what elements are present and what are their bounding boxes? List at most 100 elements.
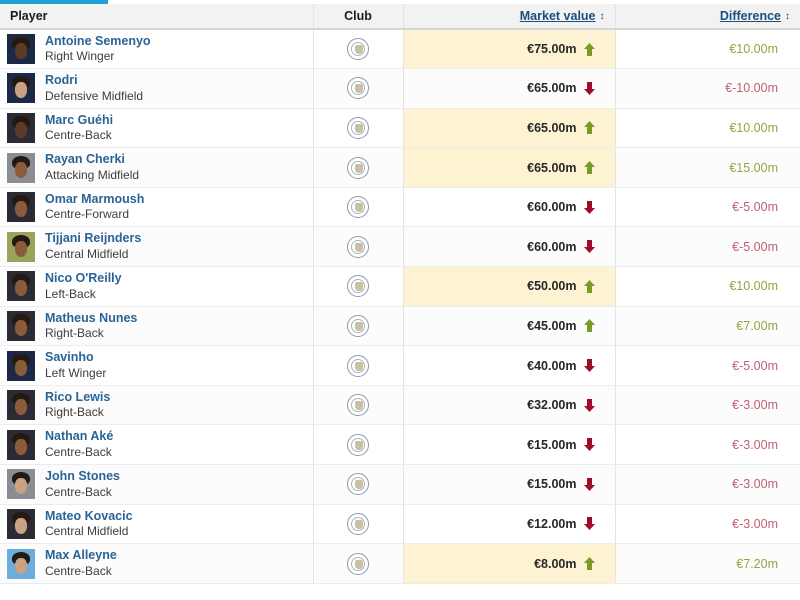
player-photo[interactable] bbox=[6, 270, 36, 303]
player-name-link[interactable]: Matheus Nunes bbox=[45, 310, 138, 325]
trend-down-arrow-icon bbox=[583, 200, 595, 214]
club-cell bbox=[313, 464, 404, 505]
player-name-link[interactable]: John Stones bbox=[45, 469, 121, 484]
player-name-link[interactable]: Mateo Kovacic bbox=[45, 508, 133, 523]
player-photo[interactable] bbox=[6, 428, 36, 461]
player-photo[interactable] bbox=[6, 309, 36, 342]
player-photo[interactable] bbox=[6, 72, 36, 105]
player-cell: Max Alleyne Centre-Back bbox=[0, 543, 314, 584]
manchester-city-crest-icon[interactable] bbox=[347, 275, 369, 298]
market-value-amount: €40.00m bbox=[527, 358, 577, 373]
player-photo[interactable] bbox=[6, 111, 36, 144]
manchester-city-crest-icon[interactable] bbox=[347, 314, 369, 337]
player-name-link[interactable]: Omar Marmoush bbox=[45, 191, 145, 206]
player-photo[interactable] bbox=[6, 230, 36, 263]
trend-down-arrow-icon bbox=[583, 359, 595, 373]
market-value-amount: €32.00m bbox=[527, 398, 577, 413]
market-value-cell: €65.00m bbox=[403, 68, 616, 109]
player-name-link[interactable]: Rico Lewis bbox=[45, 389, 111, 404]
trend-down-arrow-icon bbox=[583, 398, 595, 412]
player-photo[interactable] bbox=[6, 33, 36, 66]
sort-arrows-icon[interactable]: ↕ bbox=[785, 11, 790, 22]
table-row[interactable]: Rico Lewis Right-Back €32.00m €-3.00m bbox=[0, 385, 800, 426]
manchester-city-crest-icon[interactable] bbox=[347, 394, 369, 417]
table-row[interactable]: Antoine Semenyo Right Winger €75.00m €10.00… bbox=[0, 29, 800, 70]
table-row[interactable]: Max Alleyne Centre-Back €8.00m €7.20m bbox=[0, 543, 800, 584]
market-value-cell: €15.00m bbox=[403, 464, 616, 505]
club-cell bbox=[313, 504, 404, 545]
player-name-link[interactable]: Antoine Semenyo bbox=[45, 33, 151, 48]
table-row[interactable]: Rayan Cherki Attacking Midfield €65.00m €15… bbox=[0, 147, 800, 188]
table-row[interactable]: Rodri Defensive Midfield €65.00m €-10.00m bbox=[0, 68, 800, 109]
player-name-link[interactable]: Nathan Aké bbox=[45, 429, 114, 444]
table-row[interactable]: Mateo Kovacic Central Midfield €12.00m €-3.… bbox=[0, 504, 800, 545]
manchester-city-crest-icon[interactable] bbox=[347, 156, 369, 179]
player-name-link[interactable]: Rodri bbox=[45, 73, 78, 88]
manchester-city-crest-icon[interactable] bbox=[347, 196, 369, 219]
player-position-label: Central Midfield bbox=[45, 524, 129, 539]
manchester-city-crest-icon[interactable] bbox=[347, 433, 369, 456]
player-name-link[interactable]: Tijjani Reijnders bbox=[45, 231, 142, 246]
difference-amount: €-5.00m bbox=[732, 239, 778, 254]
player-photo[interactable] bbox=[6, 389, 36, 422]
difference-amount: €-3.00m bbox=[732, 477, 778, 492]
table-row[interactable]: Omar Marmoush Centre-Forward €60.00m €-5.00… bbox=[0, 187, 800, 228]
player-name-link[interactable]: Marc Guéhi bbox=[45, 112, 114, 127]
difference-amount: €-10.00m bbox=[725, 81, 778, 96]
manchester-city-crest-icon[interactable] bbox=[347, 38, 369, 61]
sort-arrows-icon[interactable]: ↕ bbox=[599, 11, 605, 22]
manchester-city-crest-icon[interactable] bbox=[347, 235, 369, 258]
market-value-amount: €65.00m bbox=[527, 81, 577, 96]
manchester-city-crest-icon[interactable] bbox=[347, 77, 369, 100]
market-value-amount: €8.00m bbox=[534, 556, 577, 571]
column-header-difference[interactable]: Difference ↕ bbox=[615, 4, 800, 30]
market-value-cell: €45.00m bbox=[403, 306, 616, 347]
player-name-link[interactable]: Rayan Cherki bbox=[45, 152, 125, 167]
player-name-link[interactable]: Savinho bbox=[45, 350, 94, 365]
player-photo[interactable] bbox=[6, 507, 36, 540]
player-position-label: Centre-Back bbox=[45, 128, 112, 143]
player-photo[interactable] bbox=[6, 547, 36, 580]
player-position-label: Right Winger bbox=[45, 49, 115, 64]
manchester-city-crest-icon[interactable] bbox=[347, 552, 369, 575]
difference-cell: €10.00m bbox=[615, 266, 800, 307]
market-value-amount: €65.00m bbox=[527, 160, 577, 175]
table-row[interactable]: Nathan Aké Centre-Back €15.00m €-3.00m bbox=[0, 424, 800, 466]
difference-amount: €15.00m bbox=[729, 160, 778, 175]
player-photo[interactable] bbox=[6, 468, 36, 501]
difference-cell: €-5.00m bbox=[615, 226, 800, 268]
difference-amount: €-3.00m bbox=[732, 398, 778, 413]
trend-down-arrow-icon bbox=[583, 240, 595, 254]
column-header-difference-link[interactable]: Difference bbox=[719, 9, 781, 23]
manchester-city-crest-icon[interactable] bbox=[347, 512, 369, 535]
table-row[interactable]: Nico O'Reilly Left-Back €50.00m €10.00m bbox=[0, 266, 800, 307]
manchester-city-crest-icon[interactable] bbox=[347, 116, 369, 139]
table-row[interactable]: Matheus Nunes Right-Back €45.00m €7.00m bbox=[0, 306, 800, 347]
table-row[interactable]: Marc Guéhi Centre-Back €65.00m €10.00m bbox=[0, 108, 800, 149]
player-cell: John Stones Centre-Back bbox=[0, 464, 314, 505]
player-photo[interactable] bbox=[6, 349, 36, 382]
column-header-market-value[interactable]: Market value ↕ bbox=[403, 4, 616, 30]
table-row[interactable]: John Stones Centre-Back €15.00m €-3.00m bbox=[0, 464, 800, 505]
manchester-city-crest-icon[interactable] bbox=[347, 354, 369, 377]
table-row[interactable]: Savinho Left Winger €40.00m €-5.00m bbox=[0, 345, 800, 386]
squad-market-value-table: Player Club Market value ↕ Difference ↕ An… bbox=[0, 4, 800, 584]
market-value-cell: €50.00m bbox=[403, 266, 616, 307]
difference-cell: €-10.00m bbox=[615, 68, 800, 109]
difference-cell: €-3.00m bbox=[615, 464, 800, 505]
market-value-amount: €15.00m bbox=[527, 437, 577, 452]
player-cell: Matheus Nunes Right-Back bbox=[0, 306, 314, 347]
difference-amount: €-3.00m bbox=[732, 437, 778, 452]
player-photo[interactable] bbox=[6, 191, 36, 224]
player-cell: Antoine Semenyo Right Winger bbox=[0, 29, 314, 70]
column-header-market-value-link[interactable]: Market value bbox=[519, 9, 596, 23]
player-name-link[interactable]: Nico O'Reilly bbox=[45, 271, 122, 286]
market-value-cell: €60.00m bbox=[403, 187, 616, 228]
market-value-cell: €8.00m bbox=[403, 543, 616, 584]
player-position-label: Centre-Back bbox=[45, 484, 112, 499]
player-photo[interactable] bbox=[6, 151, 36, 184]
table-row[interactable]: Tijjani Reijnders Central Midfield €60.00m… bbox=[0, 226, 800, 268]
player-name-link[interactable]: Max Alleyne bbox=[45, 548, 117, 563]
market-value-amount: €50.00m bbox=[527, 279, 577, 294]
manchester-city-crest-icon[interactable] bbox=[347, 473, 369, 496]
